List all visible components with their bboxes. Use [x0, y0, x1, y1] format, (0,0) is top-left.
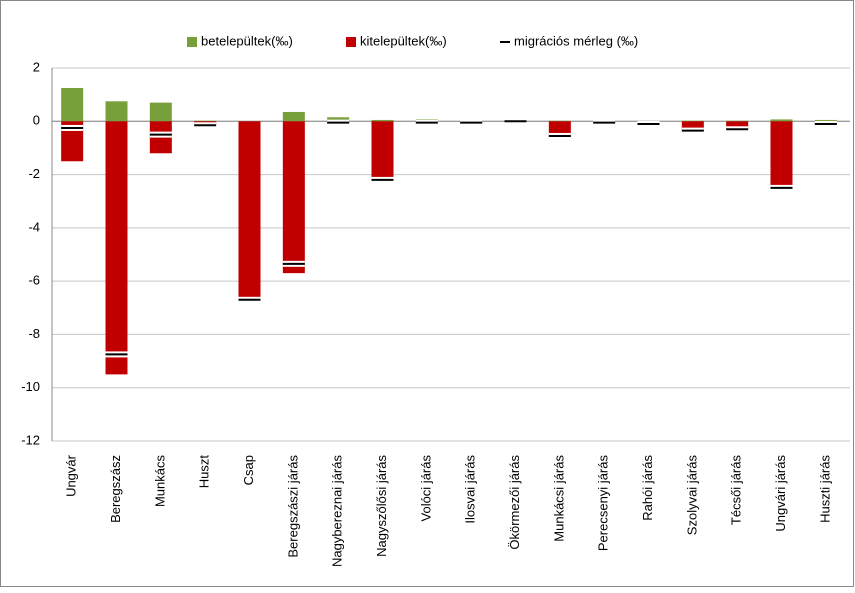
bar [239, 121, 261, 300]
x-tick-label: Beregszászi járás [285, 455, 300, 558]
bar [61, 88, 83, 121]
x-tick-label: Ungvár [64, 454, 79, 497]
bar [106, 121, 128, 374]
bar [150, 103, 172, 122]
legend-swatch [187, 37, 197, 47]
bar [771, 119, 793, 121]
x-tick-label: Munkácsi járás [551, 455, 566, 542]
x-tick-label: Huszti járás [817, 455, 832, 523]
y-tick-label: -8 [28, 326, 40, 341]
legend-label: migrációs mérleg (‰) [514, 33, 638, 48]
x-tick-label: Csap [241, 455, 256, 485]
y-tick-label: -12 [21, 432, 40, 447]
x-tick-label: Beregszász [108, 455, 123, 523]
x-tick-label: Técsői járás [729, 455, 744, 526]
y-tick-label: 0 [33, 113, 40, 128]
y-tick-label: -10 [21, 379, 40, 394]
y-tick-label: -6 [28, 273, 40, 288]
bar [682, 121, 704, 122]
x-tick-label: Szolyvai járás [684, 455, 699, 536]
bar [771, 121, 793, 189]
bar [283, 112, 305, 121]
y-tick-label: 2 [33, 59, 40, 74]
legend-label: betelepültek(‰) [201, 33, 293, 48]
x-tick-label: Rahói járás [640, 455, 655, 521]
x-tick-label: Nagyszőlősi járás [374, 455, 389, 557]
legend-label: kitelepültek(‰) [360, 33, 447, 48]
x-tick-label: Perecsenyi járás [596, 455, 611, 552]
bar [194, 121, 216, 122]
legend-swatch [346, 37, 356, 47]
x-tick-label: Munkács [152, 455, 167, 508]
bar [106, 101, 128, 121]
x-tick-label: Ungvári járás [773, 455, 788, 532]
y-tick-label: -4 [28, 219, 40, 234]
bar [726, 121, 748, 122]
y-tick-label: -2 [28, 166, 40, 181]
bar [283, 121, 305, 273]
x-tick-label: Nagybereznai járás [330, 455, 345, 568]
x-tick-label: Huszt [197, 455, 212, 489]
x-tick-label: Ökörmezői járás [507, 455, 522, 550]
x-tick-label: Ilosvai járás [463, 455, 478, 524]
bar [549, 121, 571, 122]
bar [372, 121, 394, 181]
bar [372, 120, 394, 121]
x-tick-label: Volóci járás [418, 455, 433, 522]
